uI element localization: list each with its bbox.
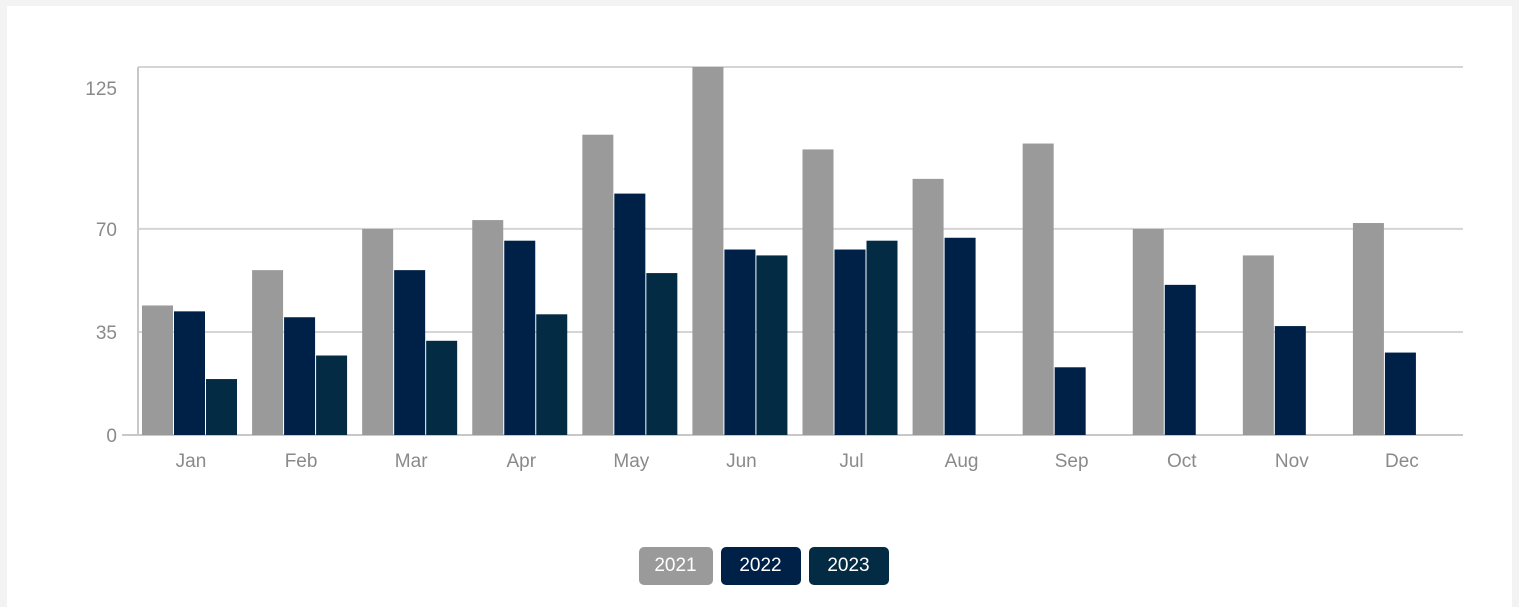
bar-2022-Feb	[284, 317, 316, 435]
bar-2022-Nov	[1274, 326, 1306, 435]
bar-2021-Apr	[472, 220, 504, 435]
x-tick-label-Jan: Jan	[176, 451, 207, 472]
bar-chart: 0 35 70 125 Jan Feb Mar Apr May Jun Jul Aug Sep Oct No…	[85, 66, 1463, 472]
bar-2021-Jun	[692, 67, 724, 435]
y-tick-label-35: 35	[96, 323, 117, 344]
legend-item-2021[interactable]: 2021	[638, 547, 713, 585]
bar-2021-Oct	[1132, 228, 1164, 435]
y-tick-label-125: 125	[85, 79, 117, 100]
bar-2021-Dec	[1352, 223, 1384, 435]
legend: 2021 2022 2023	[0, 547, 1519, 585]
x-tick-label-Oct: Oct	[1167, 451, 1197, 472]
bar-2021-Aug	[912, 178, 944, 435]
x-tick-label-Nov: Nov	[1275, 451, 1309, 472]
x-tick-label-Jul: Jul	[839, 451, 863, 472]
bar-2022-Jul	[834, 249, 866, 435]
bar-2023-Jun	[756, 255, 788, 435]
bar-2022-Oct	[1164, 284, 1196, 435]
bar-2021-Sep	[1022, 143, 1054, 435]
x-tick-label-Feb: Feb	[285, 451, 318, 472]
bar-2022-May	[614, 193, 646, 435]
bar-2022-Jan	[174, 311, 205, 435]
bar-2021-Nov	[1242, 255, 1274, 435]
bar-2022-Jun	[724, 249, 756, 435]
bar-2023-Mar	[426, 340, 458, 435]
x-tick-label-Mar: Mar	[395, 451, 428, 472]
bar-2022-Aug	[944, 237, 976, 435]
bar-2022-Mar	[394, 270, 426, 435]
bar-2023-Jul	[866, 240, 898, 435]
bar-2023-May	[646, 273, 678, 435]
y-tick-label-70: 70	[96, 220, 117, 241]
bar-2021-Jan	[142, 305, 173, 435]
bar-2023-Jan	[206, 379, 237, 435]
bar-2021-Mar	[362, 228, 394, 435]
x-tick-label-Dec: Dec	[1385, 451, 1419, 472]
legend-item-2023[interactable]: 2023	[808, 547, 889, 585]
x-tick-label-Apr: Apr	[506, 451, 536, 472]
bar-2022-Apr	[504, 240, 536, 435]
bar-2023-Apr	[536, 314, 568, 435]
x-tick-label-Jun: Jun	[726, 451, 757, 472]
x-tick-label-Aug: Aug	[945, 451, 979, 472]
x-tick-label-May: May	[613, 451, 649, 472]
bar-2021-Feb	[252, 270, 284, 435]
bar-2023-Feb	[316, 355, 348, 435]
bar-2022-Dec	[1384, 352, 1416, 435]
x-tick-label-Sep: Sep	[1055, 451, 1089, 472]
bar-2021-Jul	[802, 149, 834, 435]
bar-2021-May	[582, 134, 614, 435]
y-tick-label-0: 0	[106, 426, 117, 447]
bar-2022-Sep	[1054, 367, 1086, 435]
legend-item-2022[interactable]: 2022	[720, 547, 801, 585]
